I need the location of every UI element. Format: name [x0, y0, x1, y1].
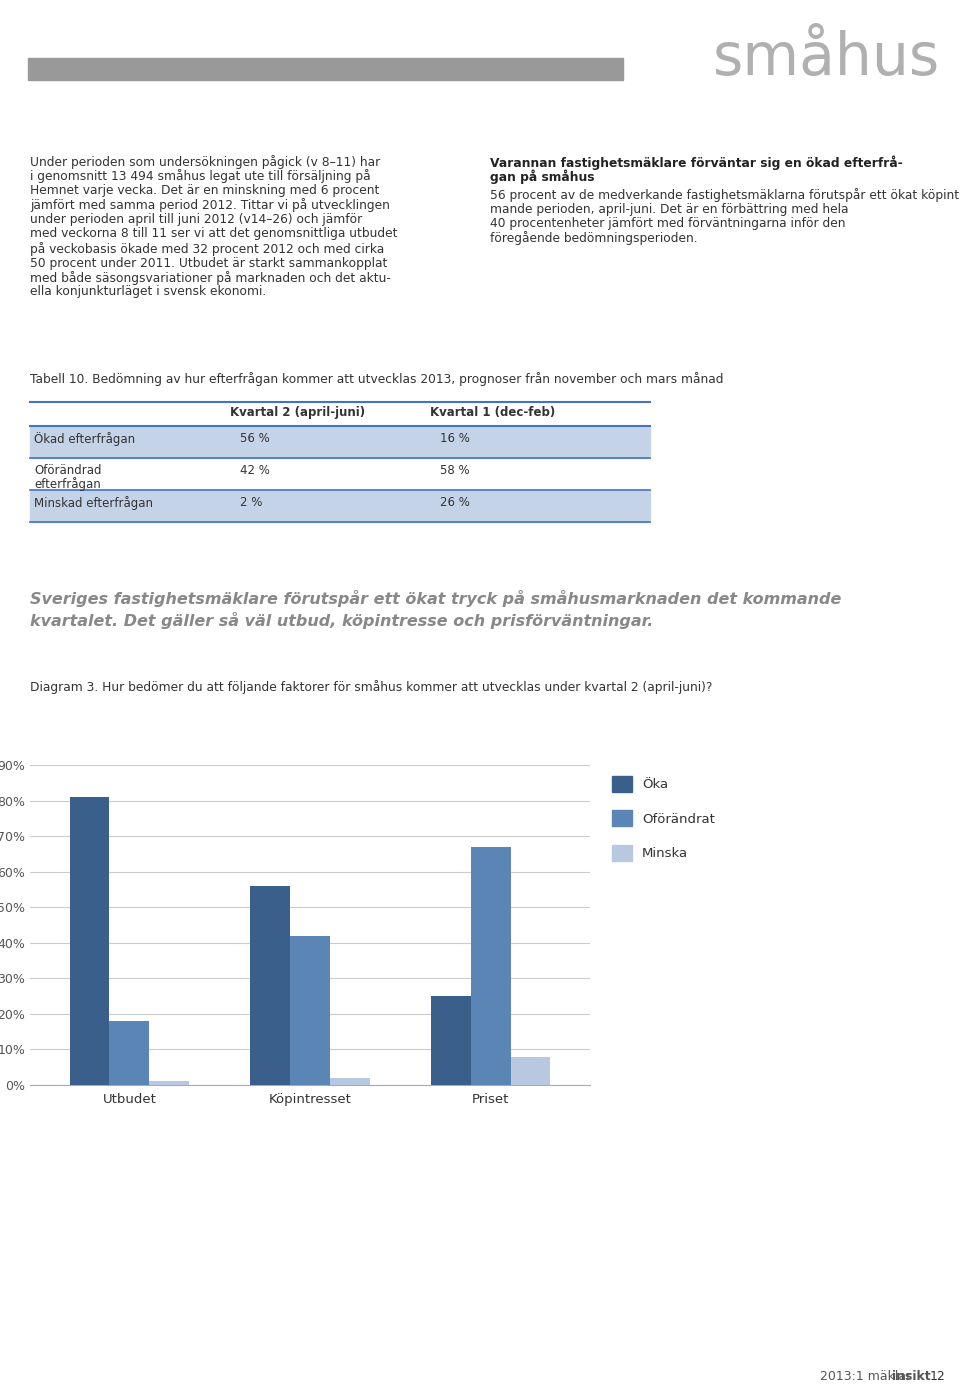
Text: 50 procent under 2011. Utbudet är starkt sammankopplat: 50 procent under 2011. Utbudet är starkt…: [30, 256, 388, 270]
Text: 56 procent av de medverkande fastighetsmäklarna förutspår ett ökat köpintresse p: 56 procent av de medverkande fastighetsm…: [490, 188, 960, 202]
Bar: [109, 1020, 149, 1084]
Text: 40 procentenheter jämfört med förväntningarna inför den: 40 procentenheter jämfört med förväntnin…: [490, 217, 846, 230]
Text: insikt: insikt: [892, 1370, 930, 1384]
Text: mande perioden, april-juni. Det är en förbättring med hela: mande perioden, april-juni. Det är en fö…: [490, 202, 849, 216]
Text: 2 %: 2 %: [240, 496, 262, 509]
Text: 26 %: 26 %: [440, 496, 469, 509]
Bar: [149, 1082, 189, 1084]
Bar: [431, 997, 470, 1084]
Legend: Öka, Oförändrat, Minska: Öka, Oförändrat, Minska: [608, 771, 719, 864]
Text: Ökad efterfrågan: Ökad efterfrågan: [34, 432, 135, 445]
Text: småhus: småhus: [712, 31, 940, 86]
Bar: [470, 846, 511, 1084]
Text: Varannan fastighetsmäklare förväntar sig en ökad efterfrå-: Varannan fastighetsmäklare förväntar sig…: [490, 155, 902, 170]
Text: 58 %: 58 %: [440, 464, 469, 477]
Text: Kvartal 2 (april-juni): Kvartal 2 (april-juni): [230, 406, 365, 419]
Text: i genomsnitt 13 494 småhus legat ute till försäljning på: i genomsnitt 13 494 småhus legat ute til…: [30, 170, 371, 184]
Text: kvartalet. Det gäller så väl utbud, köpintresse och prisförväntningar.: kvartalet. Det gäller så väl utbud, köpi…: [30, 612, 654, 629]
Text: föregående bedömningsperioden.: föregående bedömningsperioden.: [490, 231, 698, 245]
Text: 2013:1 mäklar: 2013:1 mäklar: [820, 1370, 911, 1384]
Bar: [330, 1077, 370, 1084]
Text: med både säsongsvariationer på marknaden och det aktu-: med både säsongsvariationer på marknaden…: [30, 271, 391, 285]
Text: Under perioden som undersökningen pågick (v 8–11) har: Under perioden som undersökningen pågick…: [30, 155, 380, 168]
Text: under perioden april till juni 2012 (v14–26) och jämför: under perioden april till juni 2012 (v14…: [30, 213, 362, 226]
Bar: [30, 426, 650, 458]
Text: 12: 12: [930, 1370, 946, 1384]
Text: 42 %: 42 %: [240, 464, 270, 477]
Text: Sveriges fastighetsmäklare förutspår ett ökat tryck på småhusmarknaden det komma: Sveriges fastighetsmäklare förutspår ett…: [30, 590, 841, 607]
Text: Minskad efterfrågan: Minskad efterfrågan: [34, 496, 153, 509]
Text: Tabell 10. Bedömning av hur efterfrågan kommer att utvecklas 2013, prognoser frå: Tabell 10. Bedömning av hur efterfrågan …: [30, 372, 724, 386]
Text: Kvartal 1 (dec-feb): Kvartal 1 (dec-feb): [430, 406, 555, 419]
Text: Diagram 3. Hur bedömer du att följande faktorer för småhus kommer att utvecklas : Diagram 3. Hur bedömer du att följande f…: [30, 681, 712, 695]
Bar: [30, 490, 650, 522]
Bar: [290, 935, 330, 1084]
Text: på veckobasis ökade med 32 procent 2012 och med cirka: på veckobasis ökade med 32 procent 2012 …: [30, 242, 384, 256]
Text: Oförändrad: Oförändrad: [34, 464, 102, 477]
Bar: [70, 798, 109, 1084]
Bar: [251, 885, 290, 1084]
Text: ella konjunkturläget i svensk ekonomi.: ella konjunkturläget i svensk ekonomi.: [30, 285, 266, 298]
Text: gan på småhus: gan på småhus: [490, 170, 594, 184]
Text: 56 %: 56 %: [240, 432, 270, 445]
Text: Hemnet varje vecka. Det är en minskning med 6 procent: Hemnet varje vecka. Det är en minskning …: [30, 184, 379, 198]
Text: med veckorna 8 till 11 ser vi att det genomsnittliga utbudet: med veckorna 8 till 11 ser vi att det ge…: [30, 227, 397, 241]
Text: efterfrågan: efterfrågan: [34, 477, 101, 491]
Text: 16 %: 16 %: [440, 432, 469, 445]
Bar: [28, 58, 623, 79]
Text: jämfört med samma period 2012. Tittar vi på utvecklingen: jämfört med samma period 2012. Tittar vi…: [30, 199, 390, 213]
Bar: [511, 1057, 550, 1084]
